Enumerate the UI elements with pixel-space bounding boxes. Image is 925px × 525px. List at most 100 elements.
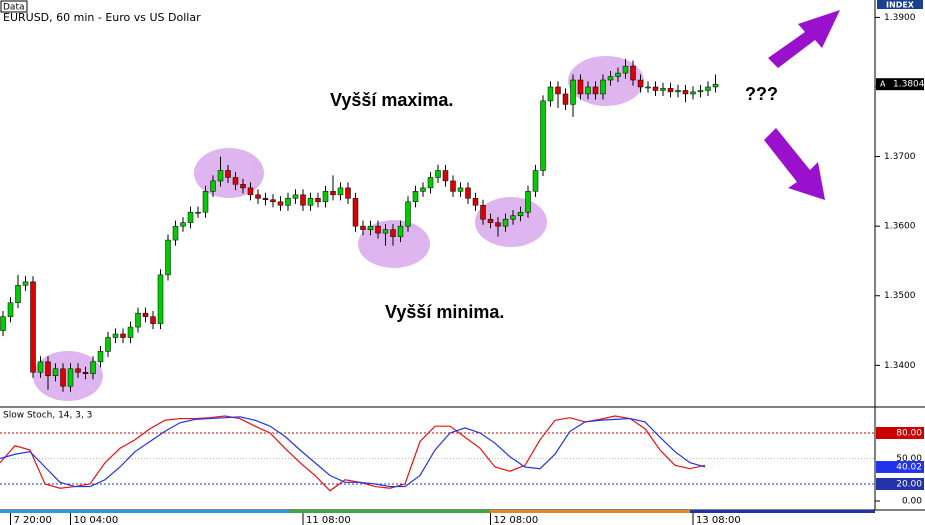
candle-body [352, 198, 359, 227]
candle-body [360, 225, 366, 230]
candle-body [517, 211, 524, 216]
candle-body [405, 201, 411, 227]
candle-body [637, 79, 644, 88]
candle-body [607, 76, 614, 81]
candle-body [615, 72, 621, 77]
candle-body [450, 180, 456, 192]
candle-body [45, 361, 51, 377]
candle-body [645, 86, 651, 89]
candle-body [480, 205, 486, 220]
candle-body [540, 100, 546, 171]
y-tick-label: 1.3500 [884, 291, 916, 301]
candle-body [337, 187, 344, 196]
candle-body [30, 281, 36, 373]
candle-body [292, 194, 299, 199]
candle-body [457, 187, 464, 192]
candle-body [382, 229, 389, 234]
candle-body [592, 86, 599, 95]
data-label: Data [3, 3, 25, 13]
candle-body [255, 194, 261, 199]
y-tick-label: 50.00 [896, 454, 922, 464]
value-tag-label: 40.02 [896, 462, 922, 472]
session-bar [690, 510, 875, 513]
candle-body [630, 65, 636, 81]
candle-body [712, 83, 719, 88]
candle-body [562, 93, 569, 105]
y-tick-label: 0.00 [902, 496, 922, 506]
candle-body [187, 211, 194, 223]
session-bar [0, 510, 290, 513]
y-tick-label: 80.00 [896, 428, 922, 438]
highlights [33, 56, 644, 401]
candle-body [465, 187, 471, 199]
candle-body [307, 198, 314, 206]
candle-body [397, 225, 404, 237]
level-box [876, 426, 924, 439]
candle-body [75, 368, 81, 373]
candle-body [22, 281, 29, 286]
candle-body [0, 316, 6, 331]
candle-body [412, 191, 419, 203]
stoch-line [0, 416, 706, 488]
index-label: INDEX [886, 1, 915, 10]
level-box [876, 477, 924, 490]
candle-body [135, 312, 141, 328]
candle-body [105, 337, 111, 352]
value-tag [876, 460, 924, 473]
candle-body [195, 211, 201, 214]
candle-body [285, 198, 291, 206]
candle-body [345, 187, 351, 199]
candle-body [502, 218, 509, 227]
candle-body [120, 333, 126, 338]
candle-body [660, 88, 666, 91]
data-box [0, 0, 28, 13]
candle-body [60, 368, 66, 387]
annotation: ??? [745, 84, 778, 104]
y-tick-label: 1.3600 [884, 222, 916, 232]
candle-body [157, 274, 164, 324]
candle-body [532, 170, 539, 192]
candle-body [315, 198, 321, 203]
annotation: Vyšší minima. [385, 302, 504, 322]
candle-body [555, 86, 561, 95]
candle-body [600, 79, 606, 95]
y-tick-label: 20.00 [896, 479, 922, 489]
candle-body [525, 191, 531, 213]
highlight [475, 197, 547, 247]
candle-body [37, 361, 44, 373]
candle-body [330, 191, 336, 196]
candle-body [247, 187, 254, 196]
y-tick-label: 1.3900 [884, 13, 916, 23]
candle-body [547, 86, 554, 102]
candle-body [675, 90, 681, 93]
price-tag-marker: A [880, 80, 886, 89]
candle-body [165, 239, 171, 276]
y-tick-label: 1.3400 [884, 361, 916, 371]
candle-body [82, 372, 89, 374]
candle-body [375, 225, 381, 234]
x-tick-label: 12 08:00 [494, 515, 539, 525]
candle-body [210, 180, 216, 192]
candle-body [697, 90, 704, 93]
price-tag [876, 78, 924, 91]
candle-body [262, 198, 269, 200]
session-bar [490, 510, 690, 513]
x-tick-label: 11 08:00 [306, 515, 351, 525]
candle-body [277, 201, 284, 206]
x-tick-label: 7 20:00 [14, 515, 52, 525]
candle-body [150, 316, 156, 324]
candle-body [495, 222, 501, 227]
candle-body [112, 333, 119, 338]
candle-body [472, 198, 479, 206]
session-bar [290, 510, 490, 513]
candle-body [15, 285, 21, 303]
candle-body [577, 79, 584, 95]
x-tick-label: 10 04:00 [74, 515, 119, 525]
candle-body [690, 91, 696, 95]
candle-body [270, 199, 276, 203]
candle-body [570, 79, 576, 105]
